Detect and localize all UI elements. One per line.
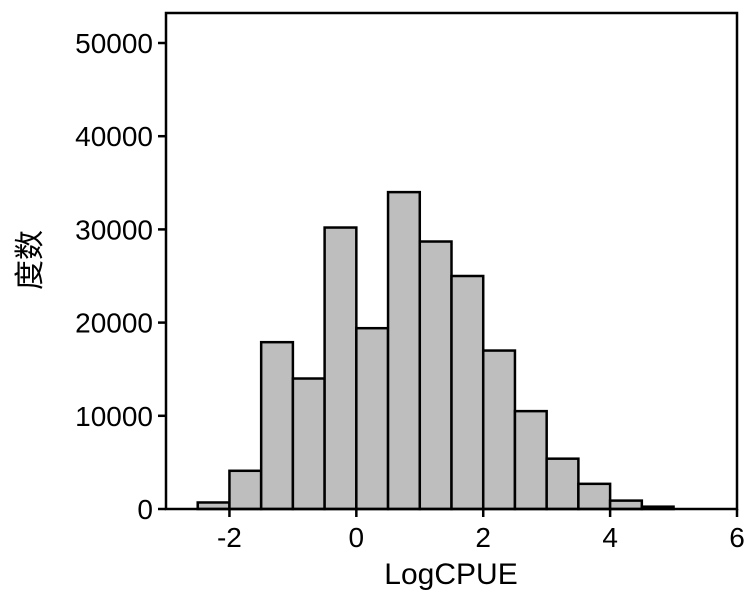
x-tick-label-0: -2 xyxy=(217,522,242,553)
histogram-bar-2 xyxy=(259,340,295,511)
x-tick-label-3: 4 xyxy=(602,522,618,553)
histogram-bar-6 xyxy=(386,190,422,511)
histogram-bar-8 xyxy=(450,274,485,511)
histogram-bar-4 xyxy=(323,226,358,511)
histogram-bar-12 xyxy=(577,482,612,511)
x-tick-label-4: 6 xyxy=(729,522,745,553)
y-tick-label-0: 0 xyxy=(137,494,153,525)
y-axis-title: 度数 xyxy=(13,230,48,290)
x-axis-title: LogCPUE xyxy=(384,558,517,591)
x-tick-label-2: 2 xyxy=(475,522,491,553)
y-tick-label-4: 40000 xyxy=(75,121,153,152)
plot-frame xyxy=(164,11,739,511)
y-tick-label-1: 10000 xyxy=(75,401,153,432)
y-tick-label-2: 20000 xyxy=(75,308,153,339)
histogram-bar-3 xyxy=(291,377,326,511)
y-axis: 0 10000 20000 30000 40000 50000 xyxy=(75,28,166,525)
histogram-bar-1 xyxy=(228,469,263,511)
histogram-bar-11 xyxy=(545,457,580,511)
histogram-bar-5 xyxy=(355,326,390,511)
histogram-bar-7 xyxy=(418,240,453,511)
histogram-bar-9 xyxy=(481,349,517,511)
histogram-bar-10 xyxy=(513,409,548,511)
x-tick-label-1: 0 xyxy=(349,522,365,553)
x-axis: -2 0 2 4 6 xyxy=(217,509,745,553)
y-tick-label-5: 50000 xyxy=(75,28,153,59)
histogram-bar-13 xyxy=(608,499,644,511)
bars-layer xyxy=(196,190,675,511)
y-tick-label-3: 30000 xyxy=(75,214,153,245)
